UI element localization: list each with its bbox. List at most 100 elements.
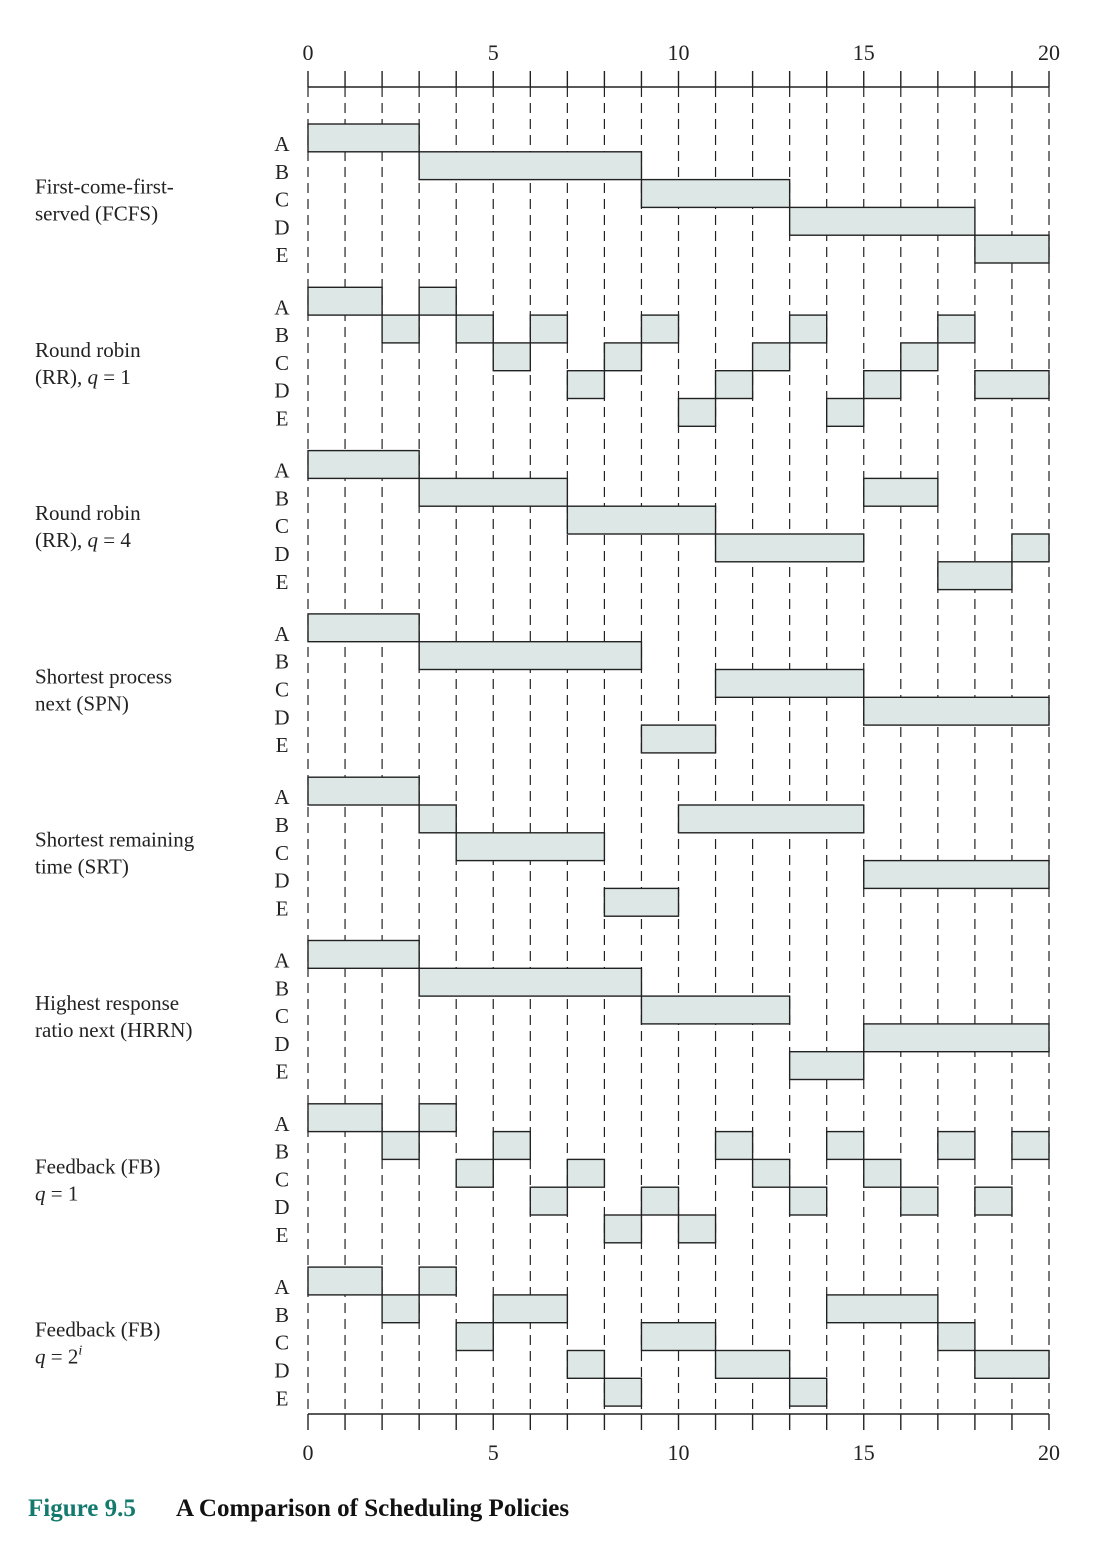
execution-bar (751, 1158, 791, 1188)
execution-bar (974, 1186, 1013, 1216)
process-label: E (276, 1386, 289, 1410)
policy-label: Shortest process (35, 664, 172, 688)
policy-label: time (SRT) (35, 855, 129, 879)
execution-bar (640, 1321, 717, 1352)
execution-bar (307, 123, 420, 153)
execution-bar (307, 939, 420, 969)
execution-bar (974, 234, 1050, 264)
execution-bar (418, 641, 643, 671)
process-label: A (274, 1112, 290, 1136)
process-label: B (275, 976, 289, 1000)
tick-label: 20 (1038, 40, 1060, 65)
execution-bar (900, 342, 939, 372)
execution-bar (640, 724, 717, 754)
policy-label: Round robin (35, 338, 141, 362)
bottom-time-axis: 0 5 10 15 20 (303, 1413, 1060, 1465)
execution-bar (492, 1294, 569, 1324)
process-label: A (274, 785, 290, 809)
execution-bar (455, 832, 606, 862)
policy-label: next (SPN) (35, 691, 129, 715)
tick-label: 5 (488, 40, 499, 65)
process-label: E (276, 896, 289, 920)
execution-bar (455, 1158, 494, 1188)
execution-bar (381, 1294, 420, 1324)
execution-bar (640, 314, 680, 344)
process-label: D (274, 1359, 289, 1383)
execution-bar (714, 533, 865, 563)
execution-bar (677, 397, 717, 427)
process-label: D (274, 705, 289, 729)
process-label: C (275, 188, 289, 212)
execution-bar (307, 613, 420, 643)
process-label: C (275, 841, 289, 865)
execution-bar (492, 1130, 531, 1161)
execution-bar (863, 477, 939, 507)
execution-bar (640, 995, 791, 1025)
tick-label: 15 (853, 1440, 875, 1465)
execution-bar (566, 1158, 606, 1188)
process-label: E (276, 570, 289, 594)
policy-label: Highest response (35, 991, 179, 1015)
process-label: A (274, 622, 290, 646)
policy-label: ratio next (HRRN) (35, 1018, 192, 1042)
process-label: C (275, 351, 289, 375)
process-label: A (274, 1275, 290, 1299)
execution-bar (307, 1266, 383, 1296)
execution-bar (863, 1023, 1050, 1053)
process-label: E (276, 407, 289, 431)
execution-bar (418, 151, 643, 181)
execution-bar (974, 1349, 1050, 1379)
execution-bar (788, 206, 976, 236)
execution-bar (640, 1186, 680, 1216)
execution-bar (640, 178, 791, 209)
process-label: B (275, 650, 289, 674)
policy-label: served (FCFS) (35, 202, 158, 226)
execution-bar (863, 370, 902, 400)
execution-bar (418, 967, 643, 997)
process-label: B (275, 486, 289, 510)
tick-label: 0 (303, 1440, 314, 1465)
execution-bar (937, 561, 1013, 591)
process-label: E (276, 733, 289, 757)
process-label: A (274, 949, 290, 973)
execution-bar (751, 342, 791, 372)
process-label: D (274, 1195, 289, 1219)
process-label: C (275, 1167, 289, 1191)
process-label: E (276, 1060, 289, 1084)
execution-bar (529, 1186, 569, 1216)
execution-bar (307, 449, 420, 480)
tick-label: 5 (488, 1440, 499, 1465)
execution-bar (788, 1186, 828, 1216)
execution-bar (863, 859, 1050, 890)
process-label: D (274, 869, 289, 893)
execution-bar (937, 1130, 976, 1161)
process-label: C (275, 514, 289, 538)
execution-bar (937, 1321, 976, 1352)
execution-bar (1011, 1130, 1050, 1161)
execution-bar (566, 370, 606, 400)
process-label: D (274, 1032, 289, 1056)
process-label: B (275, 1303, 289, 1327)
policy-label: q = 2i (35, 1344, 82, 1369)
process-label: A (274, 132, 290, 156)
policy-label: Feedback (FB) (35, 1154, 160, 1178)
process-label: C (275, 1331, 289, 1355)
execution-bar (826, 1294, 939, 1324)
policy-label: Shortest remaining (35, 828, 195, 852)
policy-label: Round robin (35, 501, 141, 525)
execution-bar (788, 314, 828, 344)
figure-number: Figure 9.5 (28, 1495, 136, 1522)
execution-bar (714, 370, 754, 400)
process-label: C (275, 1004, 289, 1028)
execution-bar (714, 668, 865, 698)
process-label: C (275, 678, 289, 702)
execution-bar (1011, 533, 1050, 563)
execution-bar (418, 1103, 457, 1133)
execution-bar (566, 1349, 606, 1379)
